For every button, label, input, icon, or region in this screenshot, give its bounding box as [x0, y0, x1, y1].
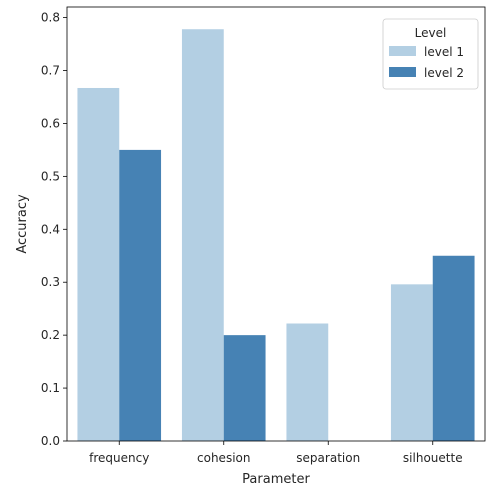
- bar-level-1-frequency: [77, 87, 120, 441]
- x-tick-label-cohesion: cohesion: [197, 451, 250, 465]
- y-axis-label: Accuracy: [15, 194, 30, 254]
- y-tick-label: 0.4: [41, 222, 60, 236]
- y-tick-label: 0.7: [41, 64, 60, 78]
- x-tick-label-frequency: frequency: [89, 451, 149, 465]
- legend-label-level-2: level 2: [424, 66, 464, 80]
- legend: Level level 1 level 2: [382, 18, 479, 90]
- plot-area: [66, 6, 486, 442]
- bar-level-1-cohesion: [181, 29, 224, 441]
- x-tick-label-separation: separation: [296, 451, 360, 465]
- y-tick-label: 0.0: [41, 434, 60, 448]
- legend-label-level-1: level 1: [424, 45, 464, 59]
- x-tick-label-silhouette: silhouette: [403, 451, 463, 465]
- bar-level-1-separation: [286, 323, 329, 441]
- y-tick-label: 0.3: [41, 275, 60, 289]
- legend-swatch-level-1: [389, 46, 416, 56]
- bar-level-2-cohesion: [223, 335, 266, 441]
- y-tick-label: 0.6: [41, 116, 60, 130]
- y-tick-label: 0.5: [41, 169, 60, 183]
- y-axis: 0.0 0.1 0.2 0.3 0.4 0.5 0.6 0.7 0.8: [41, 11, 67, 448]
- bar-level-2-frequency: [119, 149, 162, 441]
- y-tick-label: 0.1: [41, 381, 60, 395]
- bar-level-1-silhouette: [390, 284, 433, 441]
- legend-title: Level: [415, 26, 447, 40]
- legend-swatch-level-2: [389, 67, 416, 77]
- plot-frame: [66, 6, 486, 442]
- bar-level-2-silhouette: [432, 255, 475, 441]
- y-tick-label: 0.8: [41, 11, 60, 25]
- x-axis: frequency cohesion separation silhouette: [89, 441, 463, 465]
- x-axis-label: Parameter: [242, 472, 310, 487]
- y-tick-label: 0.2: [41, 328, 60, 342]
